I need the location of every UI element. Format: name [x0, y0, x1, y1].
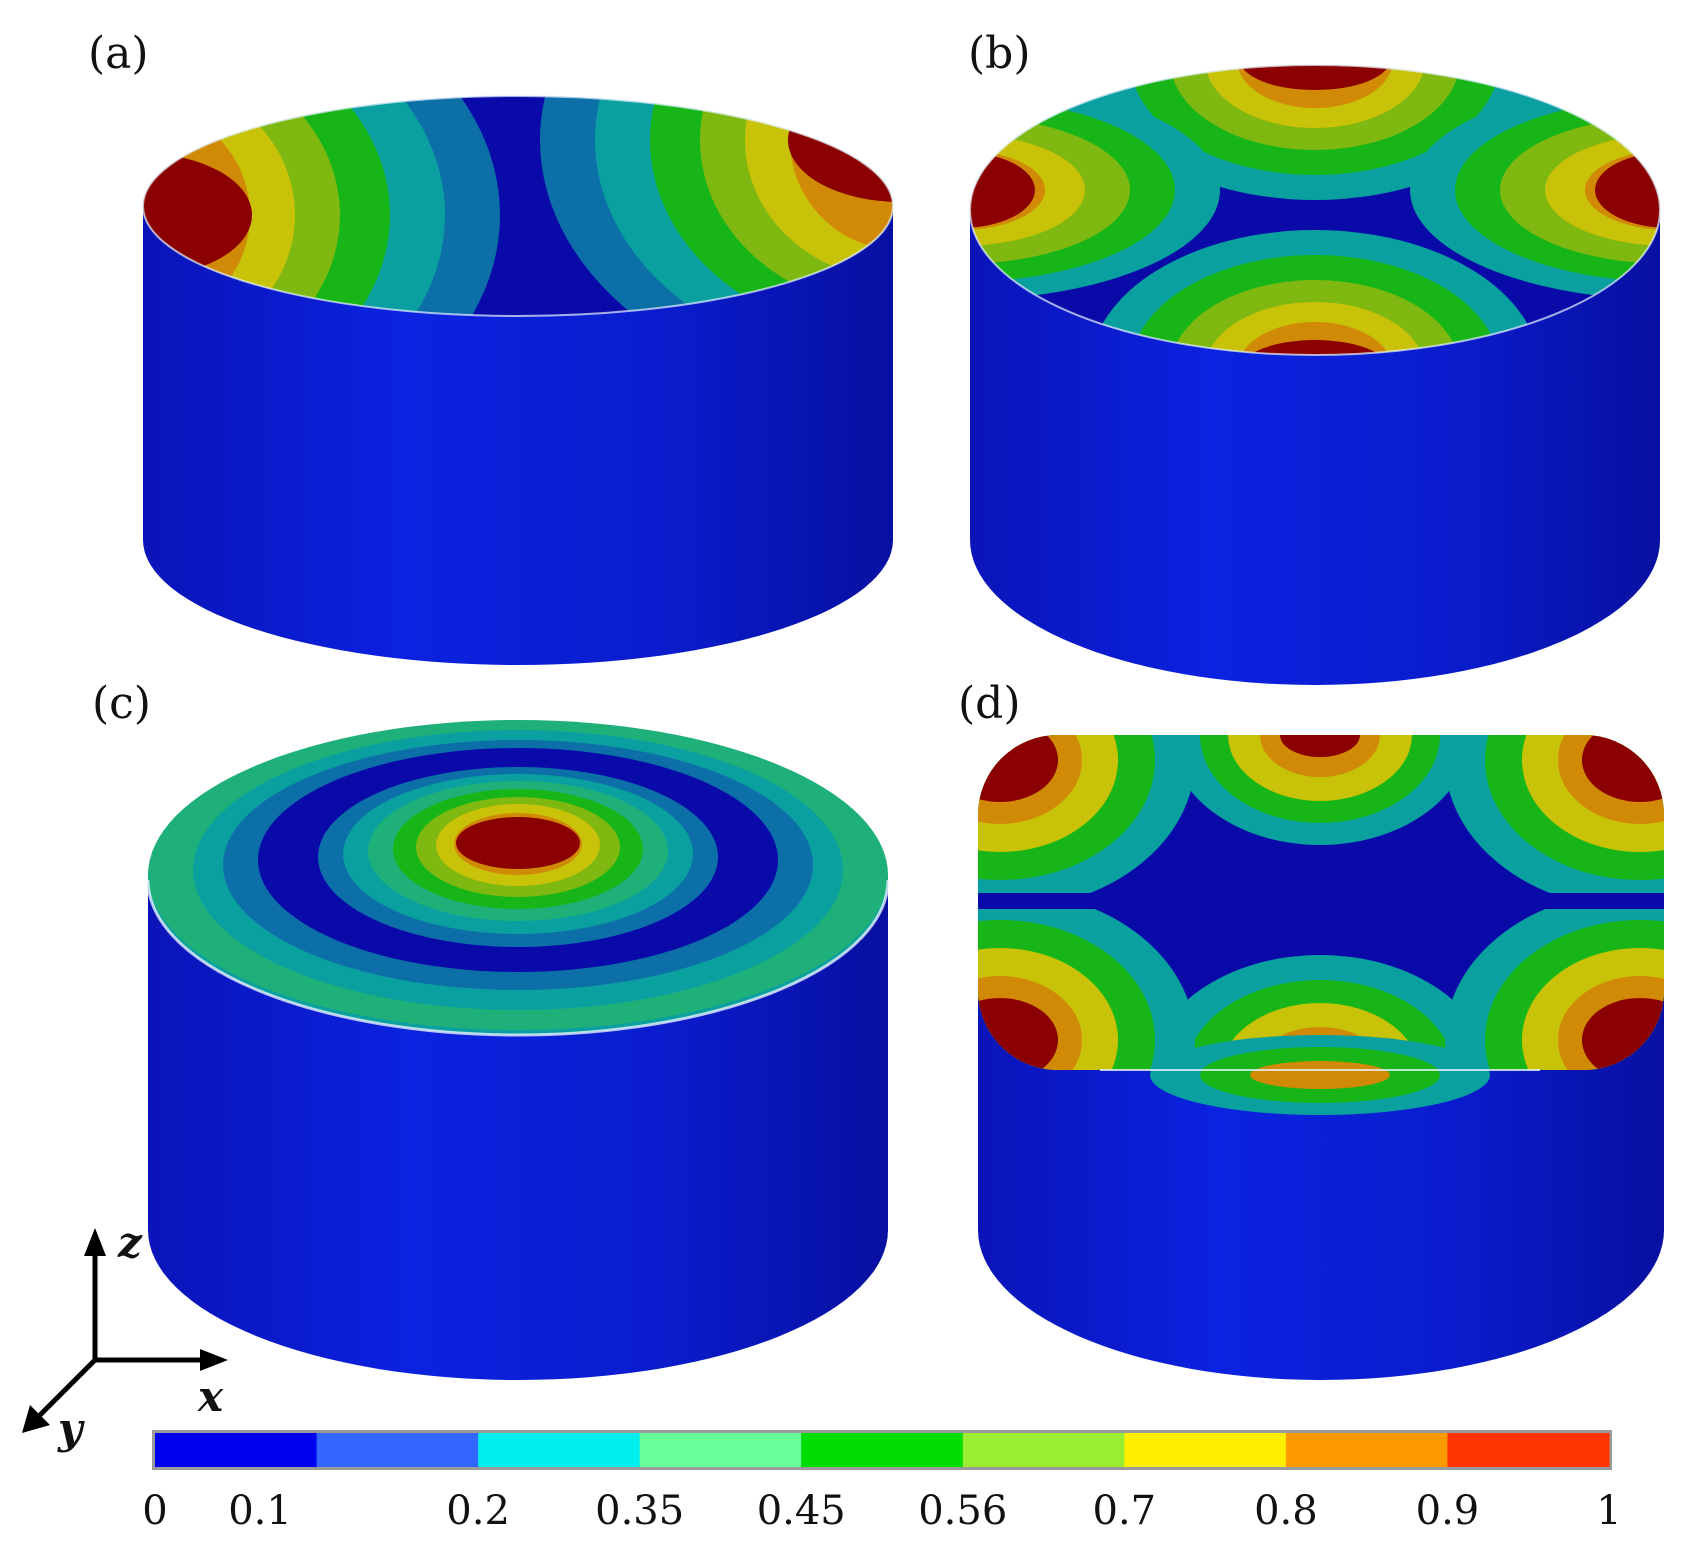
- y-axis-line: [33, 1358, 97, 1422]
- colorbar-band-6: [1124, 1433, 1287, 1467]
- cylinder-d: [978, 735, 1664, 1380]
- colorbar-tick-label: 0.7: [1092, 1488, 1157, 1534]
- panel-label-a: (a): [88, 28, 149, 79]
- colorbar-tick-label: 0.8: [1254, 1488, 1318, 1534]
- colorbar-band-4: [801, 1433, 964, 1467]
- coordinate-axes: [22, 1228, 228, 1433]
- colorbar-tick-label: 1: [1596, 1488, 1622, 1534]
- colorbar-band-1: [316, 1433, 479, 1467]
- colorbar-band-8: [1447, 1433, 1610, 1467]
- y-axis-label: y: [58, 1404, 83, 1453]
- colorbar-band-3: [639, 1433, 802, 1467]
- cylinder-a-side: [143, 206, 893, 665]
- z-axis-label: z: [118, 1218, 142, 1267]
- colorbar-tick-label: 0.45: [756, 1488, 846, 1534]
- colorbar-tick-label: 0.1: [228, 1488, 292, 1534]
- colorbar-band-2: [478, 1433, 641, 1467]
- x-axis-label: x: [198, 1372, 224, 1421]
- colorbar-bands: [155, 1433, 1610, 1467]
- panel-label-d: (d): [958, 678, 1021, 729]
- cylinder-c: [146, 720, 890, 1380]
- cylinder-d-front-lobe: [1150, 1035, 1490, 1115]
- cylinder-d-top: [978, 735, 1664, 1070]
- cylinder-b-top: [970, 65, 1660, 355]
- panel-label-b: (b): [968, 28, 1031, 79]
- z-axis-arrowhead: [84, 1228, 106, 1256]
- cylinder-c-top: [148, 720, 888, 1035]
- colorbar-tick-label: 0: [142, 1488, 168, 1534]
- colorbar-tick-label: 0.9: [1415, 1488, 1480, 1534]
- y-axis-arrowhead: [22, 1405, 50, 1433]
- colorbar-band-0: [155, 1433, 318, 1467]
- colorbar-tick-label: 0.2: [446, 1488, 510, 1534]
- x-axis-arrowhead: [200, 1349, 228, 1371]
- colorbar-band-7: [1285, 1433, 1448, 1467]
- colorbar-band-5: [962, 1433, 1125, 1467]
- cylinder-b: [969, 64, 1661, 685]
- colorbar: [152, 1430, 1612, 1470]
- colorbar-tick-label: 0.35: [595, 1488, 685, 1534]
- panel-label-c: (c): [92, 678, 151, 729]
- cylinder-a: [142, 95, 894, 665]
- colorbar-tick-label: 0.56: [918, 1488, 1008, 1534]
